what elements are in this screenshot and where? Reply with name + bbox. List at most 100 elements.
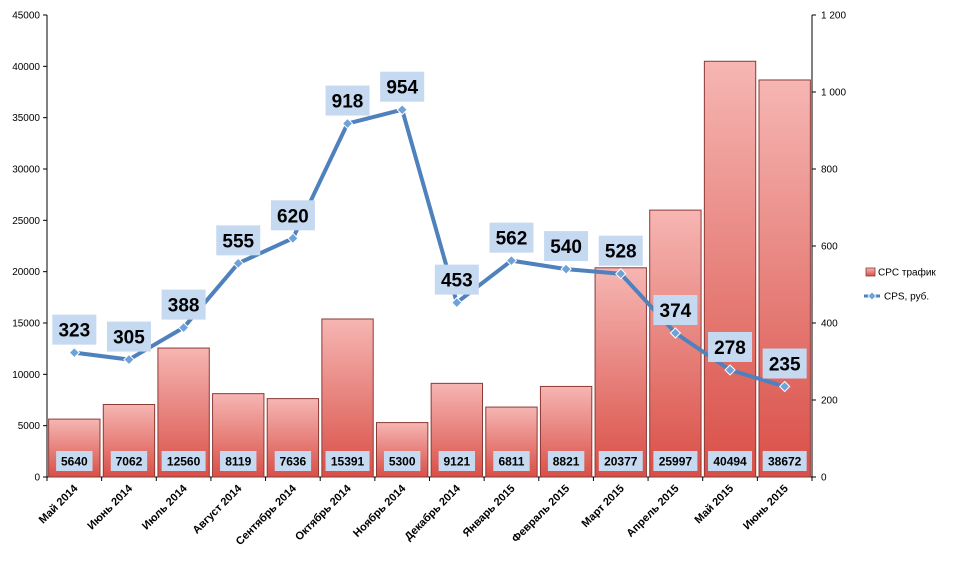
line-marker [615,268,627,280]
line-marker [123,353,135,366]
bar-data-label: 15391 [331,455,365,469]
bar [703,60,757,478]
bar-label-box [547,451,585,471]
line-data-label: 540 [550,237,582,258]
line-label-box [52,314,97,345]
bar-data-label: 38672 [768,455,802,469]
bar-data-label: 8119 [225,455,251,469]
bar-data-label: 8821 [553,455,580,469]
line-marker [232,257,244,270]
bar [594,267,647,478]
right-tick-label: 1 200 [821,11,846,22]
line-data-label: 620 [277,206,309,227]
line-label-box [380,71,425,102]
left-tick-label: 0 [34,473,40,484]
line-data-label: 305 [113,328,145,349]
line-marker [177,321,190,334]
x-tick-label: Январь 2015 [461,483,518,540]
line-marker [560,263,572,275]
bar-label-box [161,451,206,471]
x-tick-label: Ноябрь 2014 [351,482,409,540]
bar-data-label: 7636 [280,455,307,469]
bars-series [48,60,811,478]
bar-data-label: 6811 [498,455,524,469]
bar-label-box [762,451,807,471]
line-data-label: 562 [496,229,528,250]
right-tick-label: 200 [821,396,838,407]
line-label-box [544,231,589,262]
x-tick-label: Октябрь 2014 [293,482,354,543]
line-label-box [325,85,370,116]
x-tick-label: Июнь 2014 [85,482,135,532]
line-data-label: 453 [441,271,473,292]
line-data-label: 235 [769,355,801,376]
x-tick-label: Август 2014 [191,482,245,536]
line-label-box [762,348,807,379]
line-data-label: 323 [58,321,90,342]
line-label-box [216,225,261,256]
bar-label-box [708,451,753,471]
bar-data-label: 12560 [167,455,201,469]
bar-data-label: 25997 [659,455,693,469]
x-tick-label: Май 2014 [37,482,81,526]
legend-bar-swatch [865,267,876,277]
line-marker [68,346,81,359]
legend-line-marker [867,291,877,301]
right-tick-label: 0 [821,473,827,484]
x-tick-label: Март 2015 [580,483,627,530]
line-marker [396,104,408,116]
bar-label-box [653,451,698,471]
right-tick-label: 800 [821,165,838,176]
x-tick-label: Май 2015 [693,483,737,527]
left-tick-label: 30000 [12,165,40,176]
bar-label-box [56,451,93,471]
bar-data-label: 5300 [389,455,416,469]
line-data-label: 388 [168,296,200,317]
legend-line-label: CPS, руб. [884,291,929,303]
line-marker [669,327,682,339]
line-label-box [106,321,151,352]
x-tick-label: Июль 2014 [140,482,190,532]
right-tick-label: 1 000 [821,88,846,99]
x-tick-label: Февраль 2015 [510,483,573,546]
line-data-label: 918 [332,92,364,113]
bar [758,79,811,478]
left-tick-label: 35000 [12,113,40,124]
bar-label-box [325,451,370,471]
x-tick-label: Сентябрь 2014 [234,482,300,548]
line-marker [724,364,736,376]
left-tick-label: 5000 [18,421,41,432]
left-tick-label: 25000 [12,216,40,227]
line-label-box [708,331,753,362]
line-label-box [598,235,643,266]
line-label-box [653,295,698,326]
x-tick-label: Апрель 2015 [624,483,681,540]
right-tick-label: 600 [821,242,838,253]
x-tick-label: Декабрь 2014 [402,482,463,543]
left-tick-label: 45000 [12,11,40,22]
left-tick-label: 10000 [12,370,40,381]
bar-data-label: 5640 [61,455,88,469]
line-marker [451,296,463,309]
line-marker [505,254,518,267]
bar-label-box [274,451,312,471]
right-tick-label: 400 [821,319,838,330]
data-labels: 5640 7062 12560 8119 7636 15391 5300 9121 6811 88… [52,71,807,471]
line-data-label: 374 [660,301,692,322]
legend: CPC трафик CPS, руб. [864,267,936,303]
bar-label-box [598,451,643,471]
line-label-box [434,264,479,295]
left-tick-label: 20000 [12,267,40,278]
line-data-label: 528 [605,242,637,263]
left-tick-label: 15000 [12,319,40,330]
bar-data-label: 20377 [604,455,638,469]
line-marker [778,380,791,393]
bar-label-box [110,451,148,471]
line-label-box [270,200,315,231]
x-tick-label: Июнь 2015 [741,483,791,533]
bar-label-box [438,451,476,471]
left-tick-label: 40000 [12,62,40,73]
line-label-box [489,222,534,253]
line-data-label: 278 [714,338,746,359]
